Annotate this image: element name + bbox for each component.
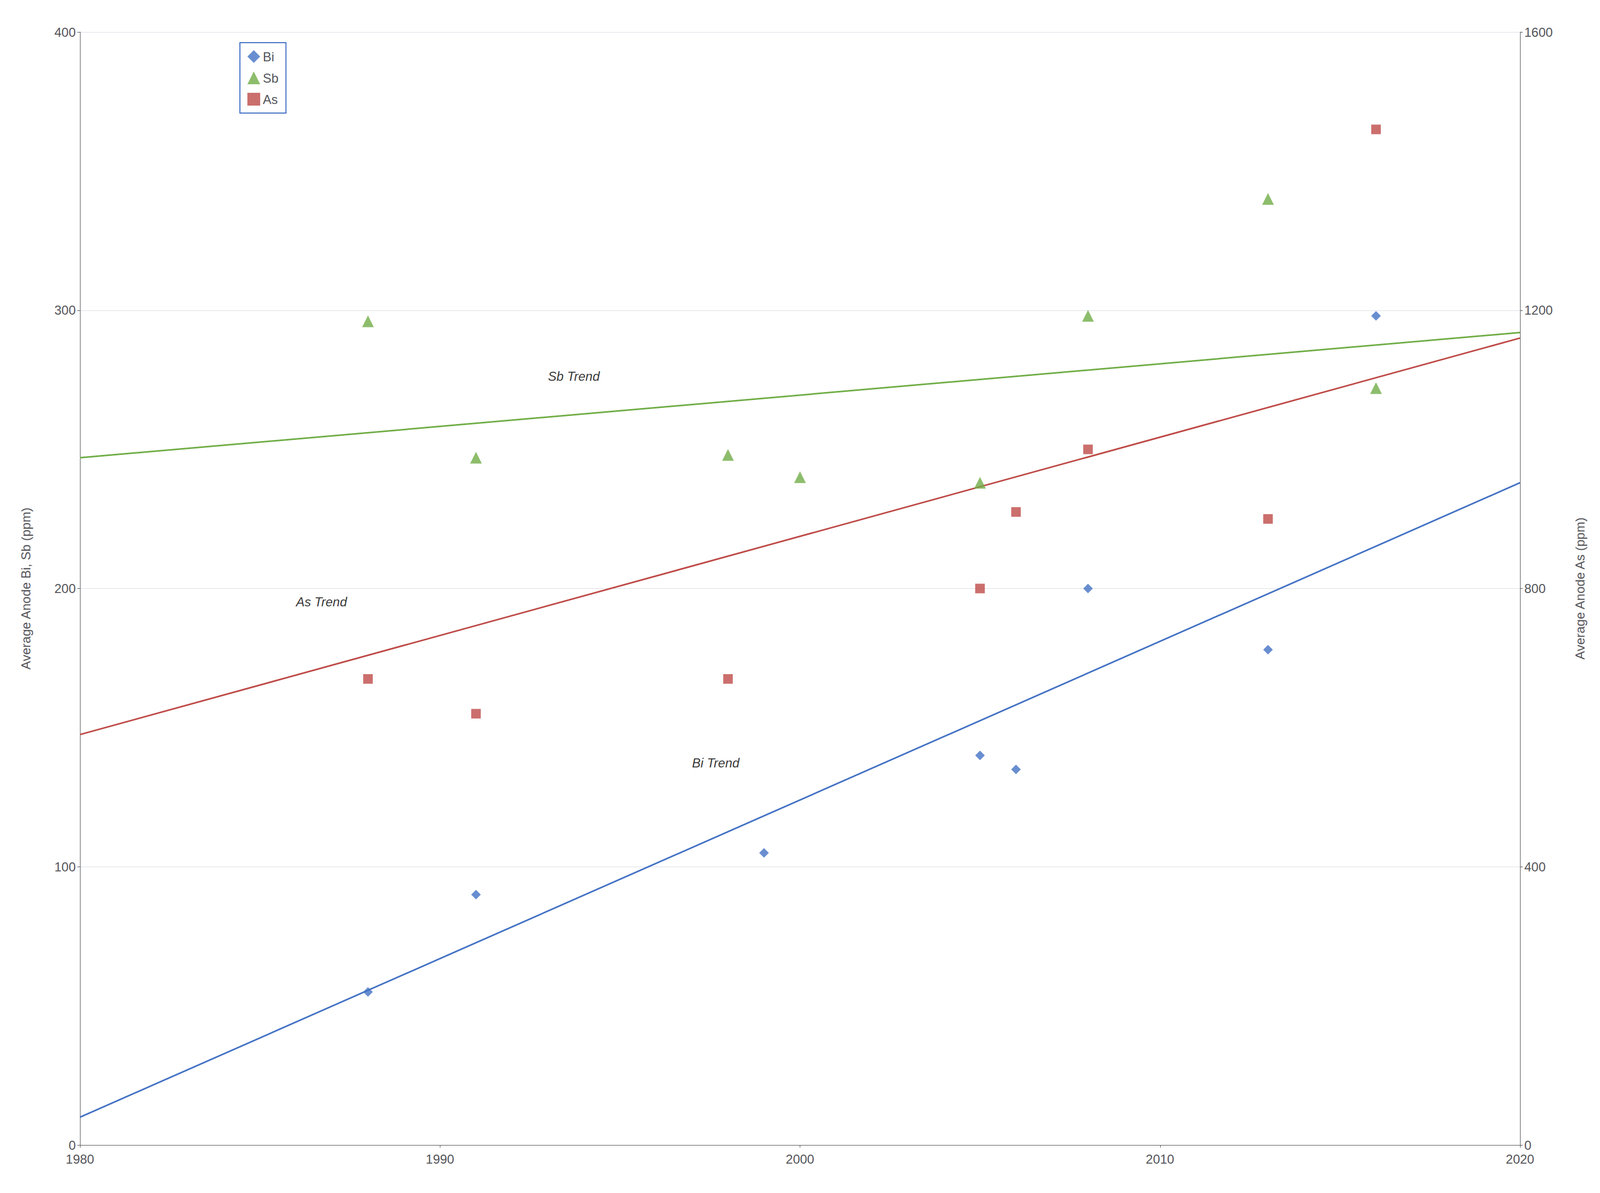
svg-text:400: 400 <box>1524 859 1546 874</box>
svg-text:2000: 2000 <box>785 1151 815 1167</box>
svg-text:400: 400 <box>54 25 76 40</box>
svg-text:800: 800 <box>1524 581 1546 596</box>
svg-text:1980: 1980 <box>65 1151 94 1167</box>
svg-text:0: 0 <box>1524 1137 1532 1153</box>
svg-text:As: As <box>262 92 278 107</box>
svg-text:As Trend: As Trend <box>294 594 348 609</box>
svg-text:Bi Trend: Bi Trend <box>692 755 741 770</box>
svg-text:1990: 1990 <box>425 1151 455 1167</box>
svg-text:100: 100 <box>54 859 76 874</box>
svg-text:2010: 2010 <box>1145 1151 1175 1167</box>
svg-text:Average Anode As (ppm): Average Anode As (ppm) <box>1572 517 1588 659</box>
svg-text:Average Anode Bi, Sb (ppm): Average Anode Bi, Sb (ppm) <box>18 507 34 670</box>
svg-text:2020: 2020 <box>1505 1151 1534 1167</box>
svg-text:0: 0 <box>68 1137 76 1153</box>
svg-text:1200: 1200 <box>1524 302 1553 318</box>
svg-text:Sb Trend: Sb Trend <box>548 368 601 384</box>
svg-text:200: 200 <box>54 581 76 596</box>
svg-text:1600: 1600 <box>1524 25 1553 40</box>
svg-text:Sb: Sb <box>262 70 279 86</box>
svg-text:Bi: Bi <box>262 49 275 64</box>
svg-text:300: 300 <box>54 302 76 318</box>
